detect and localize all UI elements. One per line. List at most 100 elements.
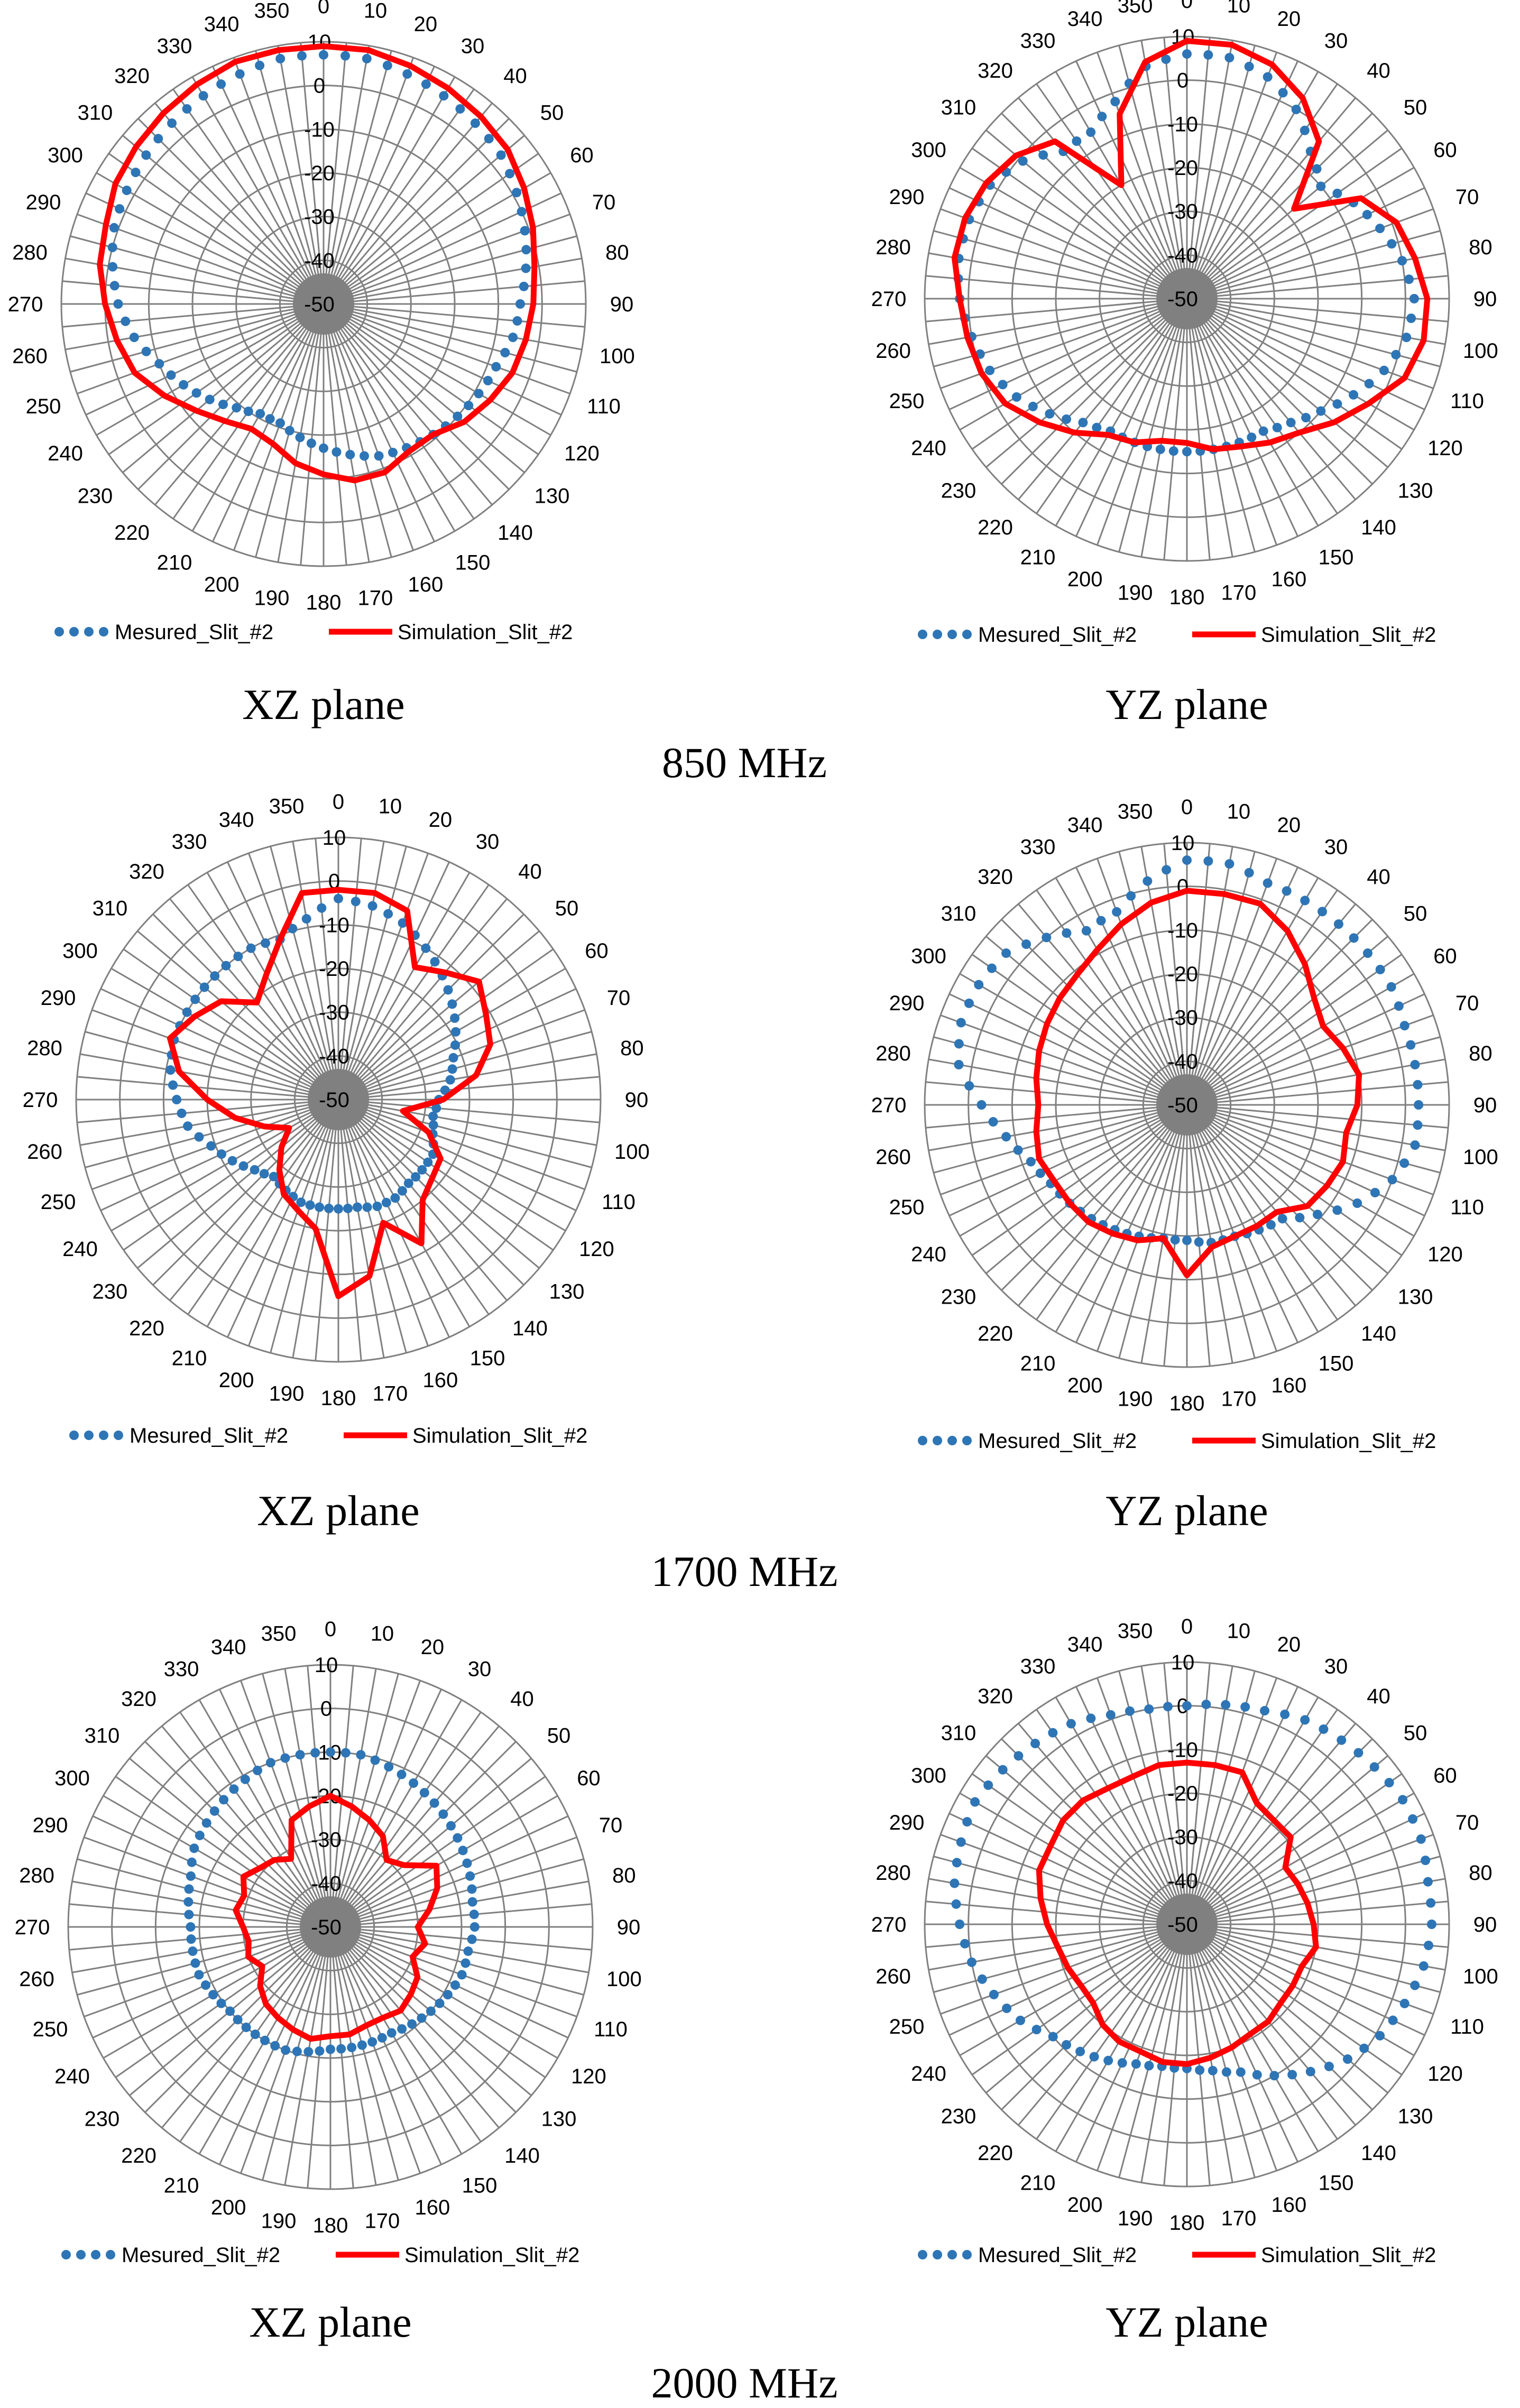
measured-point [520, 226, 530, 236]
angle-tick-label: 130 [541, 2108, 577, 2131]
angle-tick-label: 280 [876, 236, 911, 259]
measured-point [421, 79, 431, 89]
measured-point [284, 426, 294, 436]
angle-tick-label: 230 [85, 2108, 120, 2131]
measured-point [1418, 1961, 1429, 1971]
measured-point [301, 914, 311, 924]
measured-point [403, 1178, 413, 1188]
measured-point [165, 1065, 176, 1075]
measured-point [326, 2044, 335, 2054]
angle-tick-label: 350 [1118, 0, 1153, 17]
angle-tick-label: 30 [461, 35, 485, 58]
angle-tick-label: 220 [114, 521, 150, 545]
measured-point [352, 1202, 362, 1212]
measured-point [1369, 1762, 1379, 1772]
measured-point [1426, 1898, 1436, 1908]
measured-point [491, 362, 501, 372]
angle-tick-label: 350 [1118, 800, 1153, 824]
polar-center-hub [300, 1896, 361, 1958]
measured-point [1144, 1704, 1154, 1714]
measured-point [191, 388, 201, 398]
angle-tick-label: 210 [1020, 2171, 1056, 2194]
angle-tick-label: 150 [1319, 2171, 1354, 2194]
angle-tick-label: 90 [610, 293, 634, 316]
measured-point [1170, 1235, 1180, 1245]
measured-point [447, 1064, 457, 1074]
measured-point [457, 1970, 467, 1980]
radial-tick-label: -40 [1167, 1050, 1198, 1073]
measured-point [229, 1784, 239, 1794]
radial-ring [67, 1664, 594, 2190]
measured-point [1332, 399, 1342, 409]
angle-tick-label: 170 [365, 2209, 400, 2232]
measured-point [261, 938, 271, 948]
angle-tick-label: 240 [48, 442, 83, 465]
angle-tick-label: 260 [876, 1146, 911, 1169]
measured-point [186, 1922, 196, 1932]
measured-point [1364, 379, 1374, 389]
angle-tick-label: 40 [1367, 865, 1390, 889]
legend-measured-marker [918, 2250, 927, 2259]
angle-tick-label: 180 [313, 2214, 348, 2237]
measured-point [421, 943, 431, 953]
radial-ring [1011, 929, 1363, 1281]
radial-tick-label: -20 [319, 957, 349, 981]
measured-point [199, 982, 209, 992]
angle-tick-label: 80 [605, 241, 629, 264]
angle-tick-label: 60 [1433, 139, 1457, 162]
measured-point [402, 69, 412, 79]
measured-point [194, 1970, 204, 1980]
measured-point [201, 1818, 211, 1828]
angle-tick-label: 150 [1319, 1352, 1354, 1375]
angle-tick-label: 130 [535, 485, 570, 508]
measured-point [426, 2006, 436, 2016]
measured-point [122, 186, 132, 196]
measured-point [1117, 2058, 1127, 2068]
measured-point [210, 971, 220, 981]
measured-point [1404, 274, 1414, 284]
measured-point [446, 1821, 456, 1831]
measured-point [1221, 2067, 1231, 2077]
measured-point [470, 118, 480, 128]
radial-tick-label: -20 [1167, 156, 1198, 180]
angle-tick-label: 240 [54, 2065, 90, 2088]
measured-point [295, 432, 305, 442]
measured-point [367, 2037, 377, 2047]
measured-point [190, 1958, 200, 1968]
legend-measured-marker [962, 2250, 972, 2259]
radial-tick-label: 10 [308, 31, 331, 54]
legend-measured-marker [106, 2250, 115, 2259]
angle-tick-label: 260 [19, 1968, 54, 1991]
angle-tick-label: 220 [978, 1322, 1013, 1345]
measured-point [115, 204, 125, 214]
angle-tick-label: 90 [625, 1088, 649, 1112]
measured-point [1399, 1158, 1410, 1168]
angle-tick-label: 20 [429, 808, 453, 832]
legend-measured-marker [933, 2250, 942, 2259]
measured-point [1252, 2070, 1262, 2080]
radial-ring [235, 216, 412, 392]
angle-tick-label: 220 [978, 2142, 1013, 2165]
measured-point [243, 407, 253, 417]
radial-ring [293, 1055, 383, 1145]
angle-tick-label: 130 [1398, 479, 1433, 503]
measured-point [1203, 50, 1213, 60]
angle-tick-label: 160 [408, 573, 444, 596]
measured-point [438, 1809, 448, 1819]
angle-tick-label: 330 [1020, 1655, 1056, 1678]
measured-point [1305, 2066, 1315, 2077]
radial-ring [279, 259, 369, 349]
measured-point [448, 1053, 458, 1063]
measured-point [1362, 948, 1372, 958]
angle-tick-label: 290 [889, 186, 925, 209]
angle-tick-label: 120 [1427, 1243, 1463, 1266]
measured-point [409, 1778, 419, 1788]
angle-tick-label: 110 [587, 395, 621, 418]
simulation-series-line [167, 887, 493, 1299]
angle-tick-label: 150 [470, 1346, 505, 1370]
simulation-series-line [1036, 1759, 1319, 2067]
angle-tick-label: 0 [318, 0, 329, 18]
measured-point [259, 1169, 269, 1179]
measured-point [1066, 1719, 1076, 1729]
angle-tick-label: 10 [1227, 800, 1251, 824]
